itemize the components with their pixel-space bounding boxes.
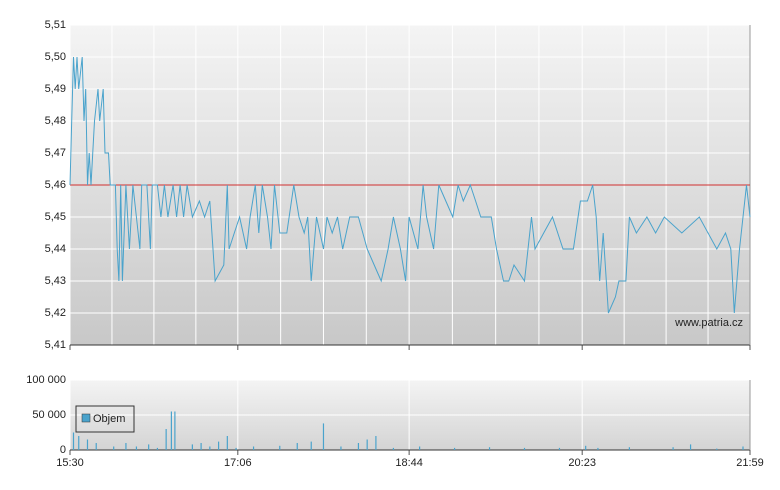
- watermark: www.patria.cz: [674, 317, 743, 329]
- x-tick-label: 18:44: [395, 457, 423, 469]
- y-tick-label: 5,41: [45, 339, 66, 351]
- y-tick-label: 5,50: [45, 51, 66, 63]
- y-tick-label: 5,45: [45, 211, 66, 223]
- y-tick-label: 50 000: [32, 409, 66, 421]
- x-tick-label: 17:06: [224, 457, 252, 469]
- y-tick-label: 5,49: [45, 83, 66, 95]
- x-tick-label: 15:30: [56, 457, 84, 469]
- y-tick-label: 5,48: [45, 115, 66, 127]
- x-tick-label: 20:23: [568, 457, 596, 469]
- y-tick-label: 5,42: [45, 307, 66, 319]
- y-tick-label: 0: [60, 444, 66, 456]
- legend-box: [75, 405, 135, 433]
- y-tick-label: 100 000: [26, 374, 66, 386]
- legend-label: Objem: [93, 413, 125, 425]
- y-tick-label: 5,43: [45, 275, 66, 287]
- y-tick-label: 5,46: [45, 179, 66, 191]
- price-line: [69, 56, 751, 314]
- legend-swatch: [81, 413, 91, 423]
- y-tick-label: 5,44: [45, 243, 66, 255]
- x-tick-label: 21:59: [736, 457, 764, 469]
- y-tick-label: 5,51: [45, 19, 66, 31]
- y-tick-label: 5,47: [45, 147, 66, 159]
